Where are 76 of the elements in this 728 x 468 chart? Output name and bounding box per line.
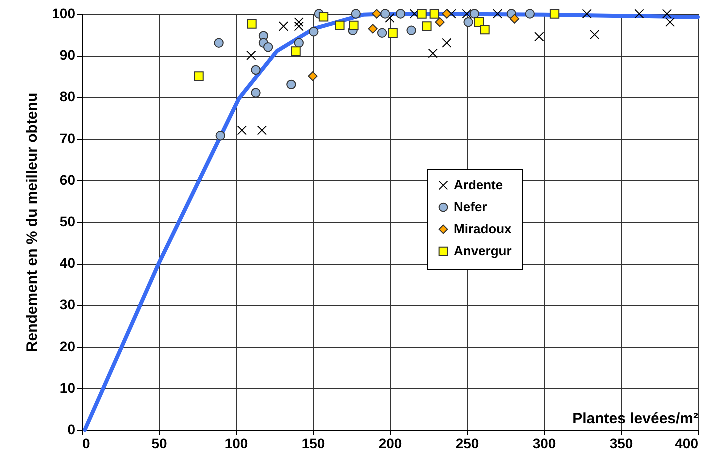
x-tick-label: 250 (456, 436, 480, 452)
point (662, 9, 672, 19)
point (492, 9, 503, 19)
point (335, 20, 345, 30)
y-tick-label: 30 (60, 296, 76, 313)
y-axis-title: Rendement en % du meilleur obtenu (24, 92, 42, 352)
point (665, 17, 676, 28)
point (214, 38, 224, 48)
y-tick-label: 60 (60, 172, 76, 188)
point (286, 80, 296, 90)
point (294, 22, 304, 32)
point (470, 9, 480, 19)
point (422, 22, 432, 32)
point (550, 9, 560, 19)
point (396, 9, 406, 19)
x-tick-label: 150 (302, 436, 326, 452)
y-tick-label: 50 (60, 214, 76, 230)
x-tick-label: 400 (675, 436, 699, 452)
point (318, 12, 329, 22)
point (251, 65, 261, 75)
point (462, 9, 472, 19)
point (380, 9, 390, 19)
y-tick-label: 10 (60, 380, 76, 396)
point (377, 28, 388, 38)
point (309, 27, 319, 37)
x-tick-label: 50 (152, 436, 168, 452)
point (216, 131, 226, 141)
y-tick-label: 100 (52, 6, 76, 22)
point (294, 38, 304, 48)
point (264, 42, 274, 52)
point (442, 9, 452, 19)
point (257, 126, 268, 136)
x-tick-label: 300 (532, 436, 556, 452)
point (308, 72, 318, 82)
point (590, 30, 600, 40)
point (442, 38, 452, 48)
x-tick-label: 0 (82, 436, 90, 452)
point (534, 32, 544, 42)
point (480, 24, 490, 35)
legend-label: Nefer (454, 200, 488, 214)
point (246, 50, 256, 60)
point (291, 46, 301, 56)
point (406, 26, 416, 36)
x-tick-label: 200 (378, 436, 402, 452)
point (464, 18, 474, 28)
y-tick-label: 0 (68, 422, 76, 438)
point (251, 88, 261, 98)
point (247, 19, 257, 29)
point (510, 14, 520, 24)
y-tick-label: 70 (60, 130, 76, 146)
y-tick-label: 20 (60, 338, 76, 354)
point (194, 72, 204, 82)
x-tick-label: 350 (610, 436, 634, 452)
point (294, 17, 304, 28)
point (525, 9, 535, 19)
point (582, 9, 592, 19)
point (634, 9, 644, 19)
y-tick-label: 40 (60, 255, 76, 272)
point (385, 13, 395, 23)
point (428, 48, 438, 58)
point (237, 126, 247, 136)
y-tick-label: 90 (60, 47, 76, 64)
y-tick-label: 80 (60, 88, 76, 105)
point (435, 17, 445, 28)
legend-label: Anvergur (454, 244, 512, 258)
point (278, 22, 289, 32)
point (417, 9, 427, 19)
point (430, 9, 440, 19)
legend-label: Miradoux (454, 222, 513, 236)
point (368, 24, 378, 34)
point (388, 28, 398, 38)
point (351, 9, 361, 19)
x-tick-label: 100 (224, 436, 248, 452)
point (349, 20, 359, 30)
legend-label: Ardente (454, 178, 504, 192)
point (372, 9, 382, 19)
